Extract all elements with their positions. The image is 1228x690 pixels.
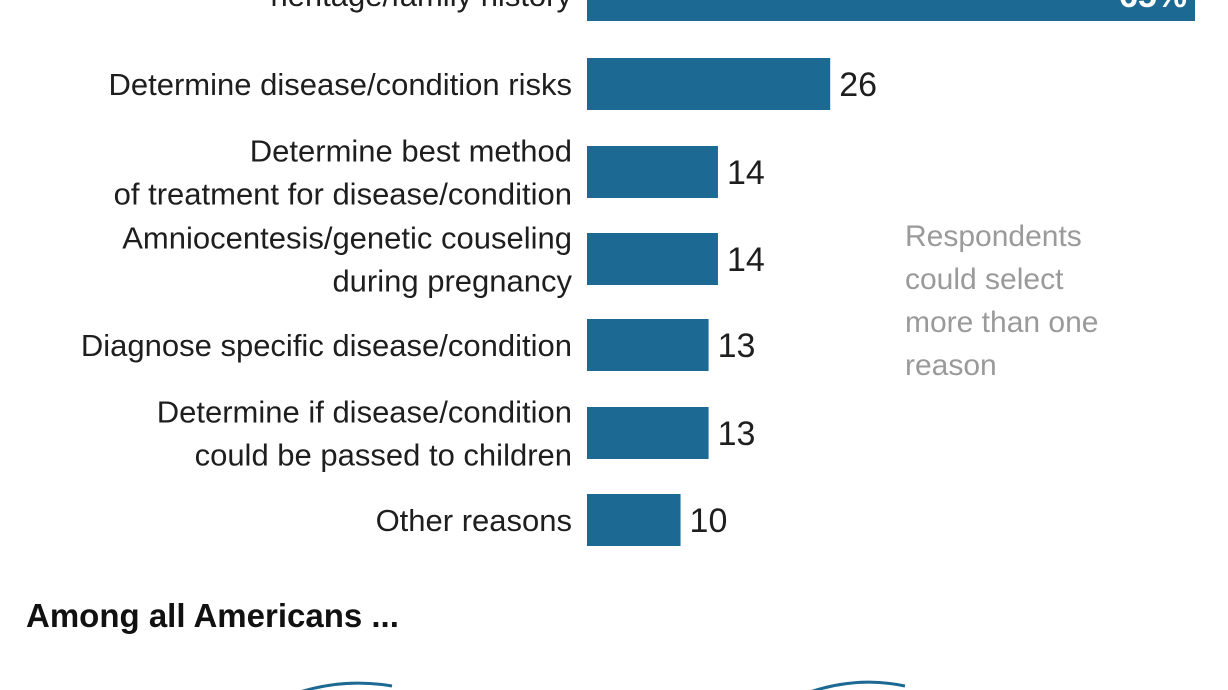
category-label: of treatment for disease/condition <box>114 177 572 212</box>
value-label: 26 <box>839 66 877 104</box>
value-label: 10 <box>690 502 728 540</box>
value-label: 14 <box>727 154 765 192</box>
category-label: during pregnancy <box>332 264 572 299</box>
bar <box>587 407 709 459</box>
section-title: Among all Americans ... <box>26 597 399 634</box>
category-label: Other reasons <box>376 503 572 538</box>
bar <box>587 319 709 371</box>
value-label: 13 <box>718 415 756 453</box>
footnote-line: more than one <box>905 306 1099 339</box>
bar <box>587 494 681 546</box>
pie-chart-tops <box>301 680 906 690</box>
value-label: 13 <box>718 327 756 365</box>
category-label: could be passed to children <box>195 438 572 473</box>
footnote-line: reason <box>905 349 997 382</box>
value-label: 65% <box>1119 0 1187 15</box>
bar <box>587 233 718 285</box>
bar <box>587 58 831 110</box>
footnote-line: could select <box>905 263 1064 296</box>
footnote: Respondents could select more than one r… <box>905 215 1165 387</box>
value-label: 14 <box>727 241 765 279</box>
bar <box>587 146 718 198</box>
category-label: Determine if disease/condition <box>157 395 572 430</box>
pie-chart-left-edge <box>301 681 393 690</box>
category-label: Determine best method <box>250 134 572 169</box>
category-label: Amniocentesis/genetic couseling <box>122 221 572 256</box>
bar <box>587 0 1195 21</box>
category-label: Diagnose specific disease/condition <box>81 328 572 363</box>
pie-chart-right-edge <box>811 680 906 690</box>
footnote-line: Respondents <box>905 220 1082 253</box>
category-label: Determine disease/condition risks <box>109 67 573 102</box>
bar-chart: heritage/family history 65% Determine dise… <box>81 0 1195 546</box>
category-label: heritage/family history <box>270 0 572 13</box>
